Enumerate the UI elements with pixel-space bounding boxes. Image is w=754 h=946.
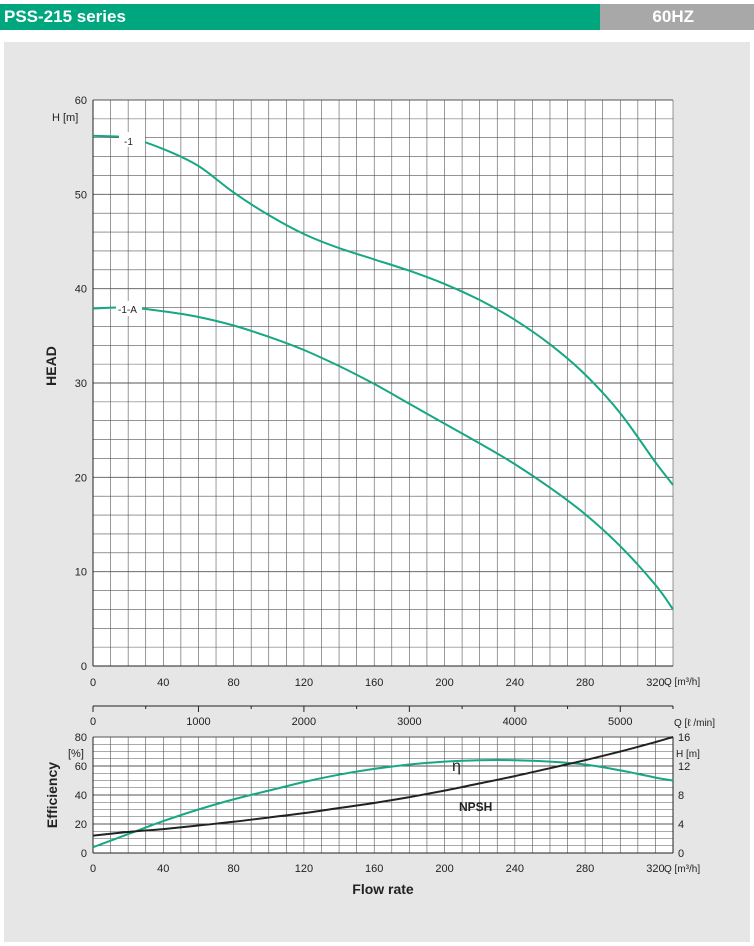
head-x-tick-label: 200 — [435, 677, 453, 689]
head-y-tick-label: 0 — [81, 661, 87, 673]
head-y-tick-label: 30 — [75, 378, 87, 390]
head-x-tick-label: 240 — [506, 677, 524, 689]
curve-label-bg — [119, 132, 145, 147]
eff-x-tick-label: 200 — [435, 863, 453, 875]
lmin-tick-label: 0 — [90, 716, 96, 728]
frequency-bar: 60HZ — [600, 4, 754, 30]
lmin-tick-label: 1000 — [186, 716, 210, 728]
eff-right-tick-label: 4 — [678, 819, 684, 831]
eff-x-tick-label: 0 — [90, 863, 96, 875]
eff-right-tick-label: 12 — [678, 761, 690, 773]
eff-x-unit: Q [m³/h] — [664, 864, 700, 875]
npsh-curve — [92, 736, 674, 837]
head-y-tick-label: 50 — [75, 189, 87, 201]
npsh-series-label: NPSH — [459, 800, 492, 814]
eff-right-tick-label: 8 — [678, 790, 684, 802]
head-x-tick-label: 320 — [646, 677, 664, 689]
eff-x-tick-label: 320 — [646, 863, 664, 875]
head-x-tick-label: 160 — [365, 677, 383, 689]
eff-right-tick-label: 16 — [678, 732, 690, 744]
lmin-tick-label: 5000 — [608, 716, 632, 728]
eff-x-axis-label: Flow rate — [352, 881, 414, 897]
eff-left-tick-label: 40 — [75, 790, 87, 802]
head-x-tick-label: 40 — [157, 677, 169, 689]
eff-axis-label: Efficiency — [44, 762, 60, 828]
eff-x-tick-label: 160 — [365, 863, 383, 875]
eff-left-unit: [%] — [68, 748, 84, 760]
eff-left-tick-label: 60 — [75, 761, 87, 773]
head-x-tick-label: 280 — [576, 677, 594, 689]
eff-x-tick-label: 40 — [157, 863, 169, 875]
header-bar: PSS-215 series — [0, 4, 600, 30]
head-y-tick-label: 20 — [75, 472, 87, 484]
eff-x-tick-label: 80 — [227, 863, 239, 875]
eff-x-tick-label: 280 — [576, 863, 594, 875]
eff-x-tick-label: 120 — [295, 863, 313, 875]
head-y-tick-label: 10 — [75, 567, 87, 579]
curve-label-1: -1 — [124, 137, 133, 148]
eff-right-tick-label: 0 — [678, 848, 684, 860]
head-curve-impeller-1 — [92, 134, 674, 486]
eff-left-tick-label: 0 — [81, 848, 87, 860]
efficiency-curve — [92, 759, 674, 849]
head-curve-impeller-1a — [92, 306, 674, 610]
eff-x-tick-label: 240 — [506, 863, 524, 875]
series-title: PSS-215 series — [4, 7, 126, 26]
curve-label-bg — [116, 301, 142, 316]
lmin-unit: Q [ℓ /min] — [674, 718, 715, 729]
head-y-tick-label: 40 — [75, 284, 87, 296]
lmin-tick-label: 3000 — [397, 716, 421, 728]
head-x-tick-label: 0 — [90, 677, 96, 689]
head-y-unit: H [m] — [52, 112, 78, 124]
head-x-unit: Q [m³/h] — [664, 677, 700, 688]
head-x-tick-label: 80 — [227, 677, 239, 689]
efficiency-series-label: η — [452, 758, 461, 775]
head-y-tick-label: 60 — [75, 95, 87, 107]
lmin-tick-label: 4000 — [503, 716, 527, 728]
eff-left-tick-label: 80 — [75, 732, 87, 744]
lmin-tick-label: 2000 — [292, 716, 316, 728]
eff-right-unit: H [m] — [676, 749, 700, 760]
head-x-tick-label: 120 — [295, 677, 313, 689]
head-axis-label: HEAD — [43, 346, 59, 386]
curve-label-1a: -1-A — [118, 305, 137, 316]
eff-left-tick-label: 20 — [75, 819, 87, 831]
frequency-label: 60HZ — [652, 7, 694, 26]
